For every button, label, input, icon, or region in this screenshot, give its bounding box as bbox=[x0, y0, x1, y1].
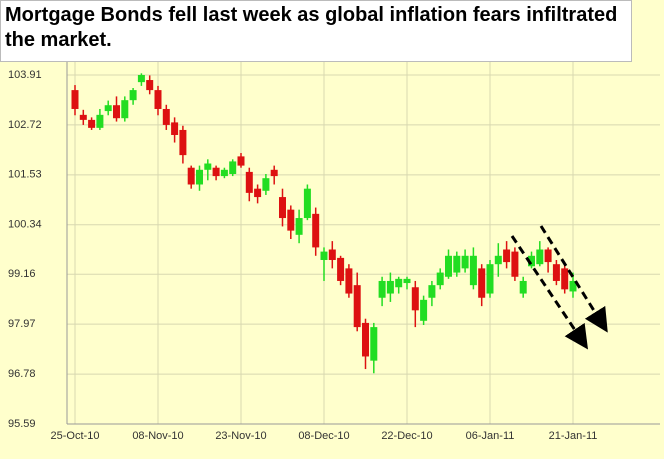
candle-body bbox=[245, 171, 253, 193]
candle-body bbox=[171, 122, 179, 135]
candle-body bbox=[229, 161, 237, 174]
y-tick-label: 96.78 bbox=[8, 368, 36, 380]
candle-body bbox=[121, 100, 129, 119]
candle-body bbox=[445, 255, 452, 277]
candle-body bbox=[362, 322, 369, 357]
candle-body bbox=[453, 255, 461, 273]
candle-body bbox=[503, 249, 511, 263]
candle-body bbox=[220, 169, 228, 177]
y-tick-label: 95.59 bbox=[8, 418, 36, 430]
candle-body bbox=[519, 280, 527, 294]
candle-body bbox=[486, 264, 494, 294]
candle-body bbox=[279, 197, 286, 219]
candle-body bbox=[303, 188, 311, 219]
y-tick-label: 99.16 bbox=[8, 268, 36, 280]
candle-body bbox=[395, 278, 403, 288]
candle-body bbox=[104, 105, 112, 112]
candle-body bbox=[204, 163, 212, 170]
candle-body bbox=[187, 167, 195, 185]
candle-body bbox=[569, 280, 577, 292]
trend-arrow bbox=[510, 235, 589, 350]
candle-body bbox=[494, 255, 502, 265]
candle-body bbox=[146, 80, 154, 91]
candle-body bbox=[436, 272, 444, 286]
candle-body bbox=[428, 285, 436, 298]
x-tick-label: 25-Oct-10 bbox=[51, 430, 100, 442]
candle-body bbox=[337, 257, 345, 281]
candle-body bbox=[345, 268, 353, 294]
candle-body bbox=[411, 287, 419, 311]
y-tick-label: 100.34 bbox=[8, 219, 42, 231]
candle-body bbox=[386, 280, 394, 294]
candle-body bbox=[312, 213, 320, 248]
candle-body bbox=[287, 209, 295, 231]
candle-body bbox=[461, 255, 469, 269]
candle-body bbox=[212, 167, 220, 177]
candle-body bbox=[96, 114, 104, 128]
x-tick-label: 08-Nov-10 bbox=[132, 430, 183, 442]
candle-body bbox=[528, 255, 535, 267]
candle-body bbox=[536, 249, 544, 265]
chart-title: Mortgage Bonds fell last week as global … bbox=[0, 0, 632, 62]
candle-body bbox=[137, 75, 145, 83]
candle-body bbox=[79, 114, 87, 120]
candle-body bbox=[478, 268, 486, 298]
candle-body bbox=[370, 327, 378, 361]
y-tick-label: 103.91 bbox=[8, 69, 42, 81]
y-tick-label: 101.53 bbox=[8, 169, 42, 181]
x-tick-label: 22-Dec-10 bbox=[381, 430, 432, 442]
y-tick-label: 97.97 bbox=[8, 318, 36, 330]
candle-body bbox=[469, 255, 477, 286]
candle-body bbox=[154, 90, 162, 109]
candle-body bbox=[129, 90, 137, 101]
candle-body bbox=[237, 156, 245, 166]
candle-body bbox=[353, 285, 361, 328]
candle-body bbox=[162, 108, 170, 125]
candle-body bbox=[262, 178, 270, 191]
trend-arrow bbox=[539, 225, 608, 333]
x-tick-label: 06-Jan-11 bbox=[466, 430, 515, 442]
candle-body bbox=[179, 129, 187, 156]
candle-body bbox=[561, 268, 569, 290]
candle-body bbox=[88, 119, 96, 128]
candle-body bbox=[270, 169, 278, 177]
candle-body bbox=[403, 278, 411, 284]
candle-body bbox=[71, 90, 79, 109]
x-tick-label: 08-Dec-10 bbox=[298, 430, 349, 442]
candle-body bbox=[420, 299, 428, 321]
candle-body bbox=[320, 251, 328, 260]
y-tick-label: 102.72 bbox=[8, 119, 42, 131]
candle-body bbox=[328, 249, 336, 260]
candle-body bbox=[378, 280, 386, 298]
candle-body bbox=[552, 264, 560, 281]
candle-body bbox=[254, 188, 262, 198]
x-tick-label: 23-Nov-10 bbox=[215, 430, 266, 442]
candle-body bbox=[295, 218, 303, 235]
x-tick-label: 21-Jan-11 bbox=[549, 430, 598, 442]
candle-body bbox=[113, 105, 120, 119]
candle-body bbox=[544, 249, 552, 263]
candle-body bbox=[511, 251, 519, 277]
candle-body bbox=[196, 169, 203, 185]
